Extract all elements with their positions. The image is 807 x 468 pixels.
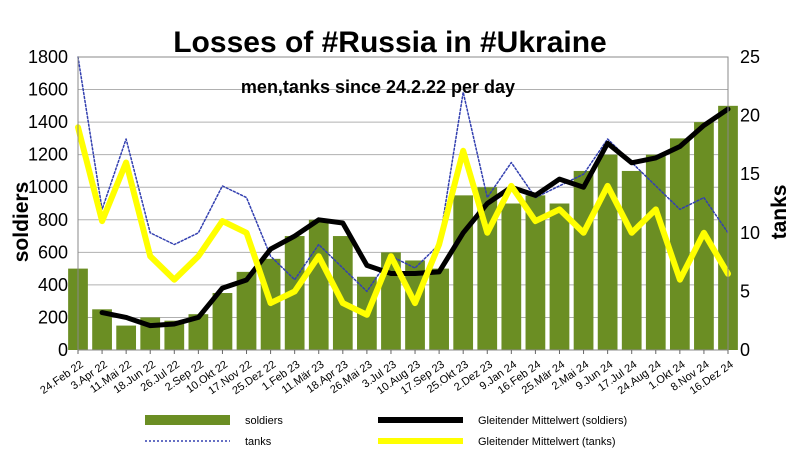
- left-tick-label: 1800: [28, 47, 68, 67]
- right-y-axis: 0 5 10 15 20 25: [740, 47, 760, 360]
- soldiers-bar: [573, 170, 594, 350]
- soldiers-bar: [236, 271, 257, 350]
- soldiers-moving-average-line: [99, 106, 731, 329]
- left-tick-label: 1400: [28, 112, 68, 132]
- chart-subtitle: men,tanks since 24.2.22 per day: [241, 77, 515, 97]
- soldiers-bar: [381, 252, 401, 350]
- legend-label: Gleitender Mittelwert (soldiers): [478, 415, 627, 427]
- right-tick-label: 0: [740, 340, 750, 360]
- soldiers-bar: [212, 293, 233, 350]
- legend-label: soldiers: [245, 415, 283, 427]
- left-y-axis: 0 200 400 600 800 1000 1200 1400 1600 1800: [28, 47, 68, 360]
- soldiers-bar: [453, 195, 474, 350]
- soldiers-bar: [308, 219, 329, 350]
- soldiers-bar: [525, 195, 546, 350]
- left-tick-label: 200: [38, 307, 68, 327]
- soldiers-bar: [188, 314, 209, 350]
- soldiers-bar: [116, 325, 137, 350]
- right-tick-label: 25: [740, 47, 760, 67]
- tanks-moving-average-line: [75, 124, 731, 318]
- soldiers-bar: [621, 170, 642, 350]
- right-tick-label: 20: [740, 106, 760, 126]
- plot-area-border: [77, 56, 729, 351]
- soldiers-bar: [164, 320, 185, 350]
- series-lines: [75, 56, 731, 329]
- soldiers-bar: [92, 309, 112, 350]
- right-tick-label: 15: [740, 164, 760, 184]
- soldiers-bar: [549, 203, 570, 350]
- left-tick-label: 800: [38, 210, 68, 230]
- left-tick-label: 400: [38, 275, 68, 295]
- left-tick-label: 1600: [28, 80, 68, 100]
- left-tick-label: 1000: [28, 177, 68, 197]
- left-tick-label: 0: [58, 340, 68, 360]
- right-tick-label: 10: [740, 223, 760, 243]
- legend-swatch-soldiers: [145, 415, 230, 425]
- soldiers-bar: [501, 203, 522, 350]
- chart-title: Losses of #Russia in #Ukraine: [173, 26, 607, 59]
- left-tick-label: 1200: [28, 145, 68, 165]
- left-tick-label: 600: [38, 242, 68, 262]
- left-axis-title: soldiers: [10, 182, 33, 263]
- soldiers-bar: [597, 154, 618, 350]
- right-tick-label: 5: [740, 281, 750, 301]
- legend-label: tanks: [245, 436, 272, 448]
- legend: soldiers Gleitender Mittelwert (soldiers)…: [145, 415, 627, 448]
- soldiers-bar: [332, 236, 353, 350]
- legend-label: Gleitender Mittelwert (tanks): [478, 436, 616, 448]
- soldiers-bar: [645, 154, 666, 350]
- soldiers-bar: [429, 268, 449, 350]
- soldiers-bar: [669, 138, 690, 350]
- right-axis-title: tanks: [768, 185, 791, 240]
